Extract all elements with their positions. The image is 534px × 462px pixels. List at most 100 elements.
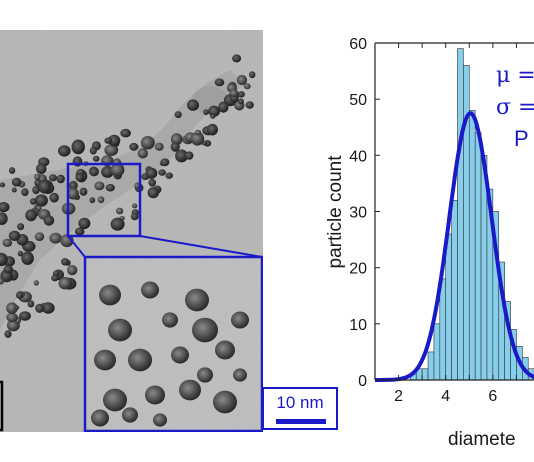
nanoparticle	[104, 144, 119, 156]
nanoparticle	[27, 300, 35, 308]
nanoparticle	[206, 123, 218, 136]
zoom-connector-left	[67, 235, 86, 258]
zoom-selection-box	[66, 162, 142, 238]
nanoparticle	[35, 303, 45, 313]
tem-micrograph	[0, 30, 263, 432]
nanoparticle	[218, 101, 229, 113]
nanoparticle	[243, 83, 251, 90]
nanoparticle	[158, 169, 166, 176]
nanoparticle	[79, 187, 88, 196]
inset-nanoparticle	[233, 368, 247, 382]
nanoparticle	[11, 187, 17, 193]
nanoparticle	[16, 292, 24, 299]
inset-nanoparticle	[91, 409, 109, 427]
nanoparticle	[17, 250, 24, 257]
y-axis-title: particle count	[325, 155, 346, 269]
nanoparticle	[165, 172, 173, 179]
nanoparticle	[17, 223, 25, 231]
nanoparticle	[203, 109, 209, 115]
nanoparticle	[0, 182, 6, 188]
left-scalebar-box	[0, 380, 4, 432]
nanoparticle	[101, 166, 114, 178]
nanoparticle	[6, 302, 18, 315]
nanoparticle	[49, 192, 59, 203]
nanoparticle	[187, 99, 199, 111]
nanoparticle	[58, 145, 71, 157]
inset-nanoparticle	[215, 340, 235, 360]
inset-nanoparticle	[99, 284, 121, 306]
scale-bar-line	[276, 419, 326, 424]
histogram-bar	[445, 233, 452, 381]
nanoparticle	[56, 174, 65, 184]
nanoparticle	[0, 278, 5, 285]
nanoparticle	[137, 148, 148, 159]
nanoparticles	[0, 54, 256, 338]
inset-nanoparticle	[213, 390, 237, 414]
nanoparticle	[105, 184, 115, 192]
nanoparticle	[120, 128, 131, 138]
nanoparticle	[89, 197, 96, 204]
inset-nanoparticle	[128, 348, 152, 372]
scale-bar-label: 10 nm	[276, 393, 324, 412]
nanoparticle	[148, 178, 156, 187]
nanoparticle	[170, 141, 180, 152]
nanoparticle	[49, 232, 62, 244]
nanoparticle	[29, 198, 37, 205]
zoom-inset	[83, 255, 263, 432]
nanoparticle	[92, 155, 100, 162]
inset-nanoparticle	[231, 311, 249, 329]
nanoparticle	[238, 98, 244, 105]
nanoparticle	[0, 252, 8, 267]
nanoparticle	[78, 217, 91, 230]
x-tick-label: 2	[394, 388, 403, 405]
nanoparticle	[4, 330, 12, 338]
nanoparticle	[110, 217, 125, 231]
gaussian-fit-curve	[375, 111, 534, 382]
nanoparticle	[33, 280, 39, 286]
nanoparticle	[21, 188, 29, 197]
inset-nanoparticle	[145, 385, 165, 405]
nanoparticle	[8, 167, 16, 174]
inset-nanoparticle	[197, 367, 213, 383]
nanoparticle	[51, 274, 59, 282]
nanoparticle	[6, 312, 18, 323]
nanoparticle	[41, 302, 55, 314]
nanoparticle	[34, 173, 41, 180]
histogram-bar	[439, 278, 447, 381]
nanoparticle	[2, 238, 13, 247]
nanoparticle	[8, 230, 21, 241]
nanoparticle	[89, 167, 99, 177]
histogram-bar	[433, 323, 441, 381]
nanoparticle	[214, 78, 225, 87]
histogram-bar	[468, 110, 476, 381]
x-axis-title: diamete	[448, 429, 516, 450]
scale-bar: 10 nm	[262, 387, 338, 430]
nanoparticle	[58, 277, 72, 290]
nanoparticle	[160, 158, 170, 167]
y-tick-label: 40	[349, 148, 367, 165]
histogram-bar	[451, 199, 458, 381]
nanoparticle	[232, 54, 242, 63]
nanoparticle	[19, 311, 31, 321]
nanoparticle	[108, 134, 121, 147]
nanoparticle	[94, 181, 105, 191]
nanoparticle	[36, 205, 42, 211]
nanoparticle	[140, 136, 155, 150]
nanoparticle	[75, 173, 84, 182]
nanoparticle	[97, 196, 105, 204]
inset-nanoparticle	[94, 349, 116, 371]
nanoparticle	[131, 203, 138, 209]
nanoparticle	[38, 179, 51, 194]
nanoparticle	[185, 151, 194, 160]
nanoparticle	[110, 163, 125, 177]
nanoparticle	[175, 149, 188, 163]
histogram-bar	[474, 132, 482, 381]
nanoparticle	[68, 180, 78, 191]
inset-nanoparticle	[179, 379, 201, 401]
nanoparticle	[237, 91, 245, 98]
y-tick-label: 30	[349, 205, 367, 222]
inset-nanoparticle	[192, 317, 218, 343]
nanoparticle	[229, 89, 239, 97]
nanoparticle	[11, 177, 22, 187]
nanoparticle	[194, 129, 202, 136]
